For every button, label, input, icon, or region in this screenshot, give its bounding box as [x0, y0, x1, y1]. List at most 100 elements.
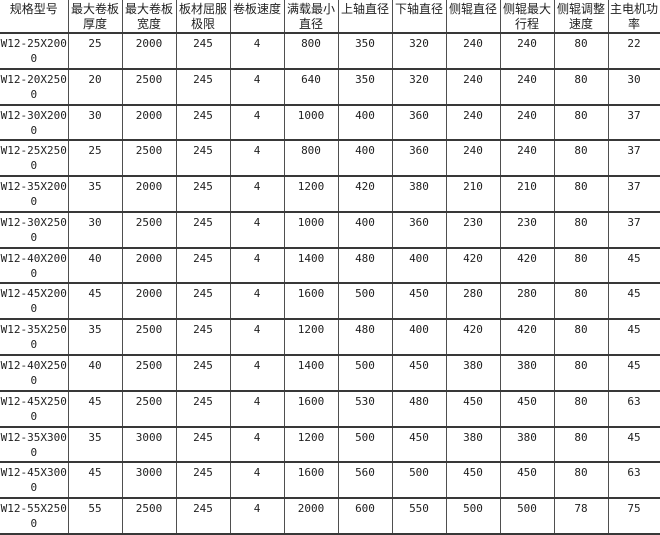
value-cell: 350 — [337, 67, 393, 106]
value-cell: 240 — [499, 139, 555, 178]
value-cell: 40 — [67, 354, 123, 392]
value-cell: 245 — [175, 282, 231, 321]
value-cell: 230 — [445, 210, 501, 249]
value-cell: 245 — [175, 103, 231, 142]
value-cell: 210 — [499, 175, 555, 213]
value-cell: 350 — [337, 32, 393, 70]
value-cell: 210 — [445, 175, 501, 213]
value-cell: 450 — [445, 389, 501, 428]
value-cell: 80 — [553, 103, 609, 142]
model-cell: W12-35X3000 — [0, 425, 69, 464]
table-row: W12-30X2000 30 2000 245 4 1000 400 360 240 240 80 3… — [0, 103, 660, 142]
value-cell: 1400 — [283, 246, 339, 285]
model-cell: W12-40X2000 — [0, 246, 69, 285]
header-cell-7: 下轴直径 — [391, 0, 447, 34]
value-cell: 2000 — [283, 497, 339, 535]
value-cell: 240 — [445, 139, 501, 178]
value-cell: 450 — [391, 425, 447, 464]
value-cell: 240 — [445, 67, 501, 106]
value-cell: 2000 — [121, 103, 177, 142]
model-cell: W12-20X2500 — [0, 67, 69, 106]
value-cell: 450 — [445, 461, 501, 500]
value-cell: 245 — [175, 318, 231, 357]
value-cell: 63 — [607, 461, 660, 500]
value-cell: 245 — [175, 67, 231, 106]
value-cell: 240 — [499, 103, 555, 142]
value-cell: 45 — [607, 354, 660, 392]
table-row: W12-55X2500 55 2500 245 4 2000 600 550 500 500 78 7… — [0, 497, 660, 535]
value-cell: 2000 — [121, 32, 177, 70]
model-cell: W12-25X2000 — [0, 32, 69, 70]
value-cell: 4 — [229, 210, 285, 249]
model-cell: W12-25X2500 — [0, 139, 69, 178]
value-cell: 1000 — [283, 210, 339, 249]
value-cell: 400 — [391, 318, 447, 357]
model-cell: W12-35X2000 — [0, 175, 69, 213]
value-cell: 450 — [499, 461, 555, 500]
table-row: W12-45X2500 45 2500 245 4 1600 530 480 450 450 80 6… — [0, 389, 660, 428]
value-cell: 4 — [229, 497, 285, 535]
value-cell: 320 — [391, 32, 447, 70]
model-cell: W12-45X2000 — [0, 282, 69, 321]
value-cell: 400 — [337, 210, 393, 249]
value-cell: 450 — [391, 354, 447, 392]
value-cell: 240 — [445, 32, 501, 70]
value-cell: 500 — [337, 425, 393, 464]
value-cell: 450 — [499, 389, 555, 428]
value-cell: 55 — [67, 497, 123, 535]
value-cell: 4 — [229, 354, 285, 392]
value-cell: 245 — [175, 210, 231, 249]
value-cell: 245 — [175, 354, 231, 392]
value-cell: 4 — [229, 103, 285, 142]
value-cell: 80 — [553, 246, 609, 285]
value-cell: 380 — [499, 425, 555, 464]
value-cell: 80 — [553, 318, 609, 357]
value-cell: 380 — [445, 425, 501, 464]
value-cell: 480 — [337, 318, 393, 357]
value-cell: 30 — [607, 67, 660, 106]
value-cell: 80 — [553, 354, 609, 392]
value-cell: 1600 — [283, 389, 339, 428]
header-cell-10: 侧辊调整速度 — [553, 0, 609, 34]
value-cell: 530 — [337, 389, 393, 428]
value-cell: 45 — [607, 246, 660, 285]
value-cell: 360 — [391, 103, 447, 142]
value-cell: 320 — [391, 67, 447, 106]
value-cell: 380 — [391, 175, 447, 213]
value-cell: 80 — [553, 389, 609, 428]
value-cell: 22 — [607, 32, 660, 70]
value-cell: 45 — [67, 282, 123, 321]
value-cell: 1600 — [283, 461, 339, 500]
value-cell: 420 — [337, 175, 393, 213]
value-cell: 360 — [391, 210, 447, 249]
value-cell: 30 — [67, 210, 123, 249]
model-cell: W12-40X2500 — [0, 354, 69, 392]
value-cell: 400 — [391, 246, 447, 285]
value-cell: 245 — [175, 246, 231, 285]
header-cell-2: 最大卷板宽度 — [121, 0, 177, 34]
table-row: W12-25X2000 25 2000 245 4 800 350 320 240 240 80 22 — [0, 32, 660, 70]
value-cell: 2500 — [121, 210, 177, 249]
value-cell: 63 — [607, 389, 660, 428]
value-cell: 420 — [445, 318, 501, 357]
value-cell: 240 — [445, 103, 501, 142]
header-cell-9: 侧辊最大行程 — [499, 0, 555, 34]
value-cell: 4 — [229, 246, 285, 285]
value-cell: 480 — [337, 246, 393, 285]
value-cell: 280 — [499, 282, 555, 321]
value-cell: 550 — [391, 497, 447, 535]
model-cell: W12-35X2500 — [0, 318, 69, 357]
value-cell: 45 — [607, 425, 660, 464]
header-cell-11: 主电机功率 — [607, 0, 660, 34]
value-cell: 3000 — [121, 425, 177, 464]
header-cell-3: 板材屈服极限 — [175, 0, 231, 34]
value-cell: 2500 — [121, 67, 177, 106]
header-cell-0: 规格型号 — [0, 0, 69, 34]
value-cell: 1400 — [283, 354, 339, 392]
value-cell: 500 — [445, 497, 501, 535]
value-cell: 40 — [67, 246, 123, 285]
value-cell: 37 — [607, 139, 660, 178]
value-cell: 380 — [445, 354, 501, 392]
value-cell: 800 — [283, 139, 339, 178]
